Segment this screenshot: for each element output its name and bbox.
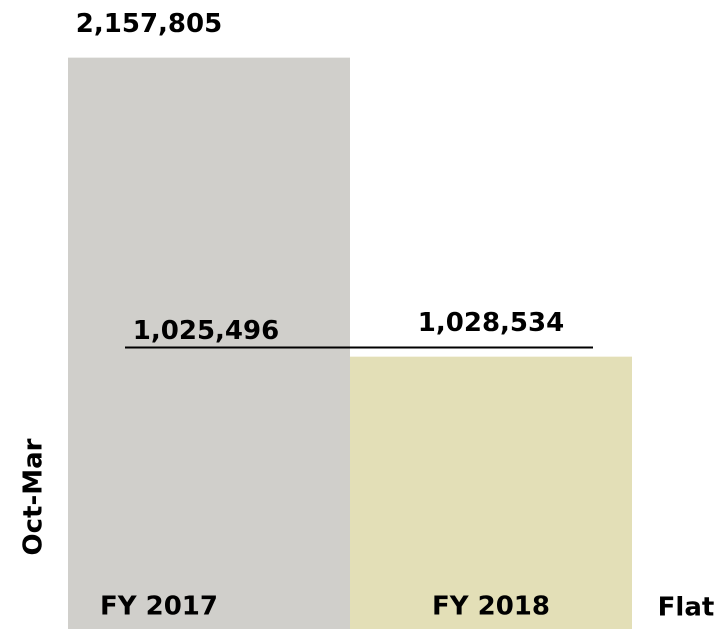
value-label: 1,028,534 [418, 308, 564, 338]
bar [68, 57, 350, 629]
annotation: Flat [658, 593, 715, 623]
category-label: FY 2018 [432, 592, 550, 622]
category-label: FY 2017 [100, 592, 218, 622]
reference-label: 1,025,496 [133, 316, 279, 346]
bar [350, 356, 632, 629]
value-label: 2,157,805 [76, 9, 222, 39]
y-axis-label: Oct-Mar [19, 438, 49, 555]
